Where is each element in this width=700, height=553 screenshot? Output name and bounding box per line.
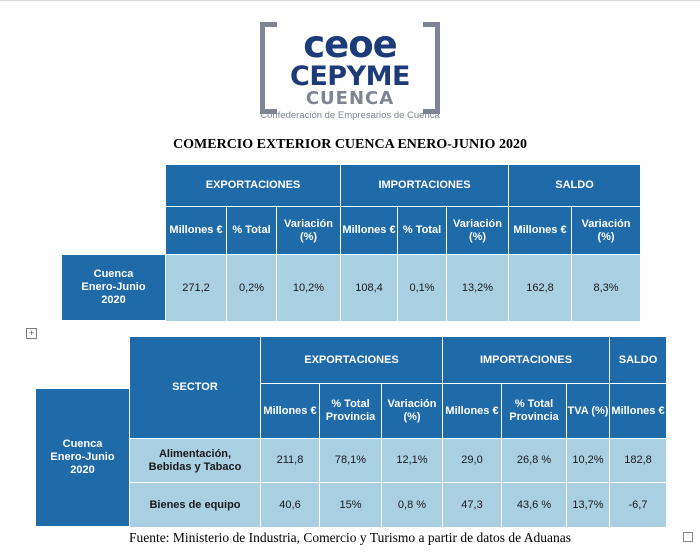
t2-sub-millones-saldo: Millones € (610, 384, 667, 439)
t2-row2-tva: 13,7% (567, 483, 610, 527)
logo-tagline: Confederación de Empresarios de Cuenca (260, 110, 440, 121)
document-title: COMERCIO EXTERIOR CUENCA ENERO-JUNIO 202… (173, 137, 527, 152)
t2-row2-import-total: 43,6 % (502, 483, 567, 527)
t2-row1-sector: Alimentación, Bebidas y Tabaco (130, 439, 261, 483)
logo-cepyme: CEPYME (290, 61, 410, 92)
t1-sub-variacion-saldo: Variación (%) (572, 207, 641, 255)
t1-group-importaciones: IMPORTACIONES (341, 165, 509, 207)
t2-group-exportaciones: EXPORTACIONES (261, 337, 443, 384)
t1-val-import-millones: 108,4 (341, 255, 398, 321)
t1-sub-millones-saldo: Millones € (509, 207, 572, 255)
t2-row2-export-variacion: 0,8 % (382, 483, 443, 527)
t1-val-import-variacion: 13,2% (447, 255, 509, 321)
logo-bracket-right (423, 22, 440, 114)
t1-group-saldo: SALDO (509, 165, 641, 207)
t2-sub-total-provincia: % Total Provincia (320, 384, 382, 439)
t2-row2-export-millones: 40,6 (261, 483, 320, 527)
t2-row1-export-total: 78,1% (320, 439, 382, 483)
table-move-handle-icon[interactable]: + (26, 328, 37, 339)
t2-row1-saldo: 182,8 (610, 439, 667, 483)
logo-bracket-left (260, 22, 277, 114)
t1-row-label: Cuenca Enero-Junio 2020 (62, 255, 166, 321)
t2-row2-saldo: -6,7 (610, 483, 667, 527)
t1-sub-millones: Millones € (166, 207, 227, 255)
t2-sub-millones-imp: Millones € (443, 384, 502, 439)
t1-val-saldo-variacion: 8,3% (572, 255, 641, 321)
t2-row2-import-millones: 47,3 (443, 483, 502, 527)
t2-sub-variacion: Variación (%) (382, 384, 443, 439)
t2-group-saldo: SALDO (610, 337, 667, 384)
t1-val-export-millones: 271,2 (166, 255, 227, 321)
top-border-line (0, 0, 700, 1)
t1-sub-total: % Total (227, 207, 277, 255)
t1-sub-variacion-imp: Variación (%) (447, 207, 509, 255)
logo-ceoe: ceoe (303, 23, 398, 66)
t2-row2-export-total: 15% (320, 483, 382, 527)
t1-sub-millones-imp: Millones € (341, 207, 398, 255)
t2-sub-millones: Millones € (261, 384, 320, 439)
t1-val-export-variacion: 10,2% (277, 255, 341, 321)
t2-region-label: Cuenca Enero-Junio 2020 (36, 389, 130, 527)
t2-row2-sector: Bienes de equipo (130, 483, 261, 527)
table-resize-handle-icon[interactable] (683, 532, 693, 542)
t2-row1-import-millones: 29,0 (443, 439, 502, 483)
t2-row1-import-total: 26,8 % (502, 439, 567, 483)
t2-group-importaciones: IMPORTACIONES (443, 337, 610, 384)
t2-sub-tva: TVA (%) (567, 384, 610, 439)
t2-row1-export-millones: 211,8 (261, 439, 320, 483)
source-note: Fuente: Ministerio de Industria, Comerci… (128, 530, 572, 545)
t1-val-saldo-millones: 162,8 (509, 255, 572, 321)
t1-group-exportaciones: EXPORTACIONES (166, 165, 341, 207)
t2-row1-export-variacion: 12,1% (382, 439, 443, 483)
t1-sub-variacion: Variación (%) (277, 207, 341, 255)
t2-sub-total-provincia-imp: % Total Provincia (502, 384, 567, 439)
logo-cuenca: CUENCA (305, 88, 395, 109)
t2-row1-tva: 10,2% (567, 439, 610, 483)
t1-val-import-total: 0,1% (398, 255, 447, 321)
t1-sub-total-imp: % Total (398, 207, 447, 255)
t1-val-export-total: 0,2% (227, 255, 277, 321)
t2-sector-header: SECTOR (130, 337, 261, 439)
ceoe-cepyme-logo: ceoe CEPYME CUENCA Confederación de Empr… (260, 22, 440, 132)
